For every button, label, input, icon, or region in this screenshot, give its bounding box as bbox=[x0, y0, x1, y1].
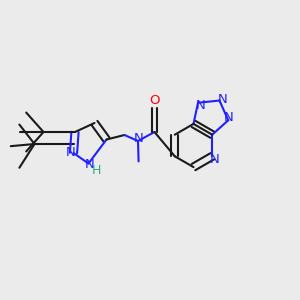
Text: H: H bbox=[92, 164, 102, 178]
Text: N: N bbox=[210, 153, 220, 166]
Text: N: N bbox=[218, 93, 228, 106]
Text: N: N bbox=[66, 146, 76, 160]
Text: N: N bbox=[224, 111, 233, 124]
Text: N: N bbox=[85, 158, 95, 171]
Text: N: N bbox=[134, 132, 144, 145]
Text: N: N bbox=[196, 99, 205, 112]
Text: O: O bbox=[149, 94, 160, 107]
